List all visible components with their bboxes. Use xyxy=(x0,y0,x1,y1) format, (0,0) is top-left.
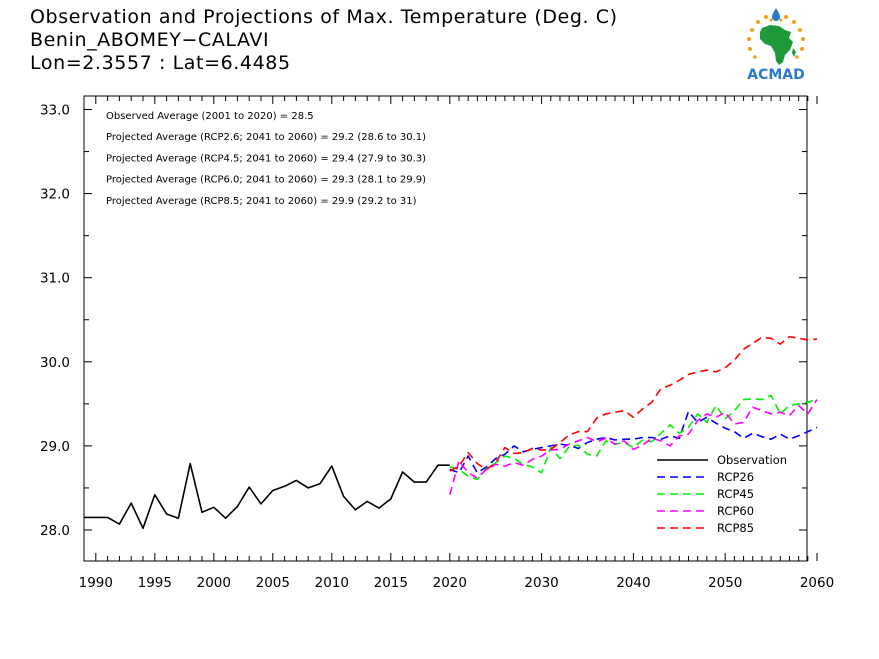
legend-label-rcp85: RCP85 xyxy=(717,521,754,535)
x-tick-label: 2050 xyxy=(708,575,742,591)
x-tick-label: 2005 xyxy=(256,575,290,591)
acmad-logo-text: ACMAD xyxy=(747,67,805,83)
x-tick-label: 1995 xyxy=(138,575,172,591)
y-tick-label: 30.0 xyxy=(40,355,70,371)
x-tick-label: 2030 xyxy=(524,575,558,591)
average-annotation: Projected Average (RCP6.0; 2041 to 2060)… xyxy=(106,175,426,186)
x-tick-label: 1990 xyxy=(79,575,113,591)
x-tick-label: 2040 xyxy=(616,575,650,591)
plot-frame xyxy=(83,95,808,562)
x-tick-label: 2000 xyxy=(197,575,231,591)
x-tick-label: 2015 xyxy=(374,575,408,591)
chart-title: Observation and Projections of Max. Temp… xyxy=(30,6,618,28)
x-tick-label: 2010 xyxy=(315,575,349,591)
acmad-logo: ACMAD xyxy=(735,8,817,84)
y-tick-label: 31.0 xyxy=(40,271,70,287)
legend-label-rcp45: RCP45 xyxy=(717,487,754,501)
legend-label-rcp26: RCP26 xyxy=(717,470,754,484)
y-tick-label: 32.0 xyxy=(40,187,70,203)
y-tick-label: 28.0 xyxy=(40,523,70,539)
y-tick-label: 33.0 xyxy=(40,103,70,119)
average-annotation: Observed Average (2001 to 2020) = 28.5 xyxy=(106,111,314,122)
location-coords: Lon=2.3557 : Lat=6.4485 xyxy=(30,52,291,74)
chart-title-block: Observation and Projections of Max. Temp… xyxy=(30,6,618,75)
average-annotation: Projected Average (RCP2.6; 2041 to 2060)… xyxy=(106,132,426,143)
acmad-africa-logo-icon: ACMAD xyxy=(747,8,805,83)
x-tick-label: 2060 xyxy=(800,575,834,591)
series-line-observation xyxy=(84,462,450,530)
average-annotation: Projected Average (RCP8.5; 2041 to 2060)… xyxy=(106,196,417,207)
location-name: Benin_ABOMEY−CALAVI xyxy=(30,29,270,51)
legend-label-observation: Observation xyxy=(717,453,787,467)
average-annotation: Projected Average (RCP4.5; 2041 to 2060)… xyxy=(106,153,426,164)
y-tick-label: 29.0 xyxy=(40,439,70,455)
x-tick-label: 2020 xyxy=(433,575,467,591)
series-line-rcp85 xyxy=(449,335,818,472)
series-line-rcp60 xyxy=(449,399,818,495)
legend-label-rcp60: RCP60 xyxy=(717,504,754,518)
